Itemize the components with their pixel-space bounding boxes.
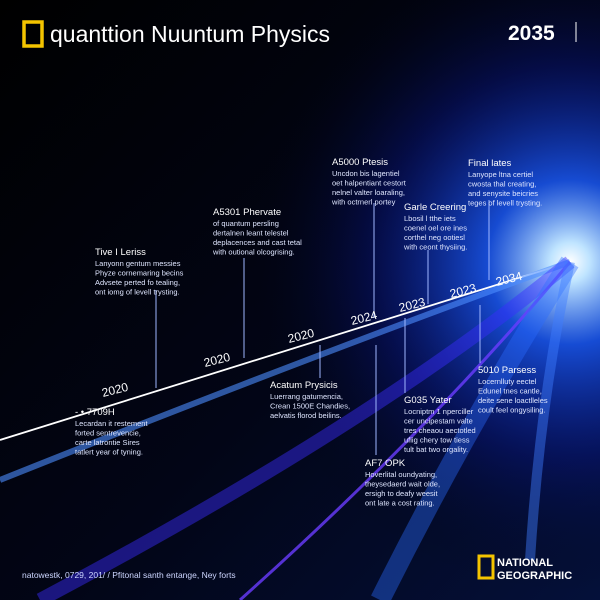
callout-title: Tive I Leriss (95, 247, 146, 258)
callout-line: ont iomg of levell trysting. (95, 288, 180, 297)
timeline-year: 2020 (286, 326, 316, 346)
callout-line: Lbosil l tthe iets (404, 214, 456, 223)
title: quanttion Nuuntum Physics (50, 21, 330, 47)
timeline-year: 2023 (397, 295, 427, 315)
callout-line: nelnel valter loaraling, (332, 188, 405, 197)
timeline-year: 2023 (448, 281, 478, 301)
callout-line: Phyze cornemaring becins (95, 269, 184, 278)
callout-line: Lecardan it restement (75, 419, 148, 428)
timeline-year: 2024 (349, 308, 379, 328)
timeline-year: 2020 (202, 350, 232, 370)
callout-line: Locniptm 1 nperciller (404, 407, 474, 416)
callout-line: of quantum persling (213, 219, 279, 228)
callout-line: and senysite beicries (468, 189, 538, 198)
footer-note: natowestk, 0729, 201/ / Pfitonal santh e… (22, 570, 236, 580)
callout-line: theysedaerd wait olde, (365, 480, 440, 489)
callout-line: Luerrang gatumencia, (270, 392, 343, 401)
callout-title: AF7 OPK (365, 458, 406, 469)
callout-line: Crean 1500E Chandies, (270, 402, 350, 411)
callout-line: cer uncipestam valte (404, 417, 473, 426)
callout-line: Hoverlital oundyating, (365, 470, 437, 479)
brand-frame (477, 554, 495, 580)
callout-title: A5000 Ptesis (332, 157, 388, 168)
timeline-year: 2034 (494, 269, 524, 289)
callout-line: ufiig chery tow tiess (404, 436, 470, 445)
callout-line: dertalnen leant telestel (213, 229, 289, 238)
callout-line: ont late a cost rating. (365, 499, 435, 508)
beams (0, 256, 579, 600)
callout-title: G035 Yater (404, 395, 452, 406)
callout-line: ersigh to deafy weesit (365, 489, 438, 498)
callout-title: Garle Creering (404, 202, 466, 213)
callout-line: tres cheaou aectotled (404, 426, 476, 435)
callout-line: corthel neg ootiesl (404, 233, 465, 242)
callout-line: Lanyonn gentum messies (95, 259, 181, 268)
callout-line: Uncdon bis lagentiel (332, 169, 400, 178)
callout-line: coult feel ongysiling. (478, 406, 546, 415)
callout-title: Final lates (468, 158, 512, 169)
timeline-year: 2020 (100, 380, 130, 400)
callout-title: Acatum Prysicis (270, 380, 338, 391)
callout-line: Lanyope ltna certiel (468, 170, 533, 179)
callout-line: coenel oel ore ines (404, 224, 467, 233)
callout-line: tult bat two orgality. (404, 445, 468, 454)
callout-line: carte latrontie Sires (75, 438, 140, 447)
callout-line: forted sentrevencie, (75, 429, 141, 438)
callout-line: with ceont thysiing. (403, 243, 467, 252)
callout-title: 5010 Parsess (478, 365, 536, 376)
callout-line: Advsete perted fo tealing, (95, 278, 180, 287)
year: 2035 (508, 22, 555, 45)
callout-line: with octrnerl portey (331, 198, 396, 207)
callout-title: A5301 Phervate (213, 207, 281, 218)
callout-line: Edunel tnes cantle, (478, 387, 542, 396)
callout-title: - • 7709H (75, 407, 115, 418)
brand: NATIONAL (497, 557, 553, 569)
callout-line: deite sene loactlleles (478, 396, 548, 405)
callout-line: deplacences and cast tetal (213, 238, 302, 247)
leader-lines (155, 200, 490, 455)
callout-line: oet halpentiant cestort (332, 179, 407, 188)
callout-line: tatlert year of tyning. (75, 448, 143, 457)
callout-line: cwosta thal creating, (468, 180, 536, 189)
callout-line: teges of levell trysting. (468, 199, 542, 208)
brand: GEOGRAPHIC (497, 570, 572, 582)
logo-frame (22, 20, 44, 48)
callout-line: aelvatis florod beilins. (270, 411, 342, 420)
callout-line: Locernlluty eectel (478, 377, 537, 386)
callout-line: with outional olcogrising. (212, 248, 295, 257)
